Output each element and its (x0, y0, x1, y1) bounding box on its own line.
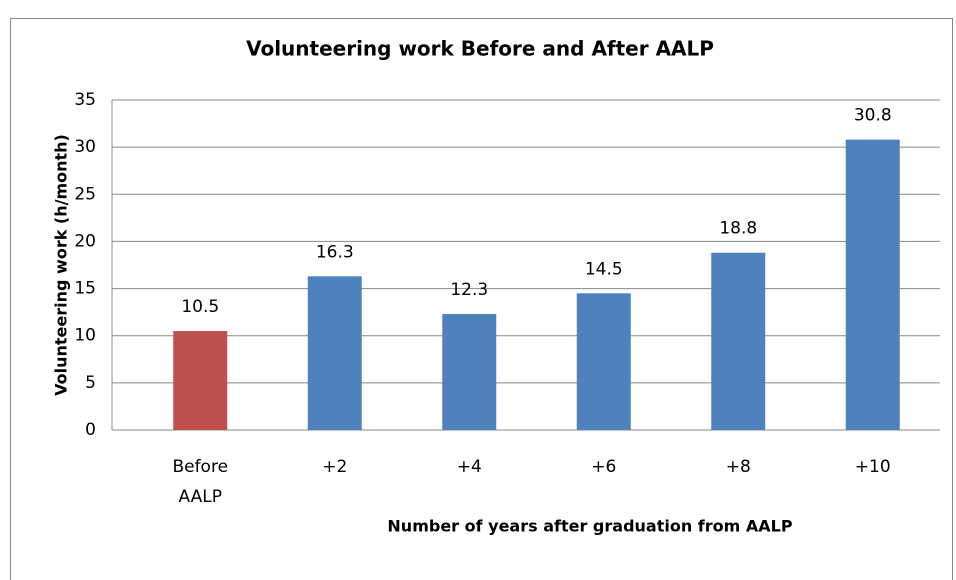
bar (711, 252, 766, 430)
y-tick-label: 35 (74, 90, 96, 110)
y-tick-label: 15 (74, 279, 96, 299)
x-axis-title: Number of years after graduation from AA… (387, 517, 792, 536)
x-tick-label: +6 (591, 457, 616, 477)
bar (442, 314, 497, 430)
data-label: 18.8 (719, 219, 757, 239)
y-tick-label: 5 (85, 373, 96, 393)
data-label: 16.3 (316, 242, 354, 262)
x-tick-label: Before AALP (172, 457, 228, 507)
y-tick-label: 25 (74, 184, 96, 204)
x-tick-label: +10 (855, 457, 891, 477)
bar (845, 139, 900, 430)
y-tick-label: 20 (74, 231, 96, 251)
y-axis-title: Volunteering work (h/month) (52, 134, 71, 396)
data-label: 12.3 (450, 280, 488, 300)
data-label: 10.5 (181, 297, 219, 317)
bar (173, 331, 228, 430)
bar (307, 276, 362, 430)
x-tick-label: +2 (322, 457, 347, 477)
y-tick-label: 30 (74, 137, 96, 157)
x-tick-label: +8 (726, 457, 751, 477)
x-tick-label: +4 (457, 457, 482, 477)
y-tick-label: 0 (85, 420, 96, 440)
data-label: 14.5 (585, 259, 623, 279)
data-label: 30.8 (854, 106, 892, 126)
y-tick-label: 10 (74, 326, 96, 346)
bar (576, 293, 631, 430)
chart-title: Volunteering work Before and After AALP (246, 37, 714, 61)
chart-frame (10, 18, 953, 580)
